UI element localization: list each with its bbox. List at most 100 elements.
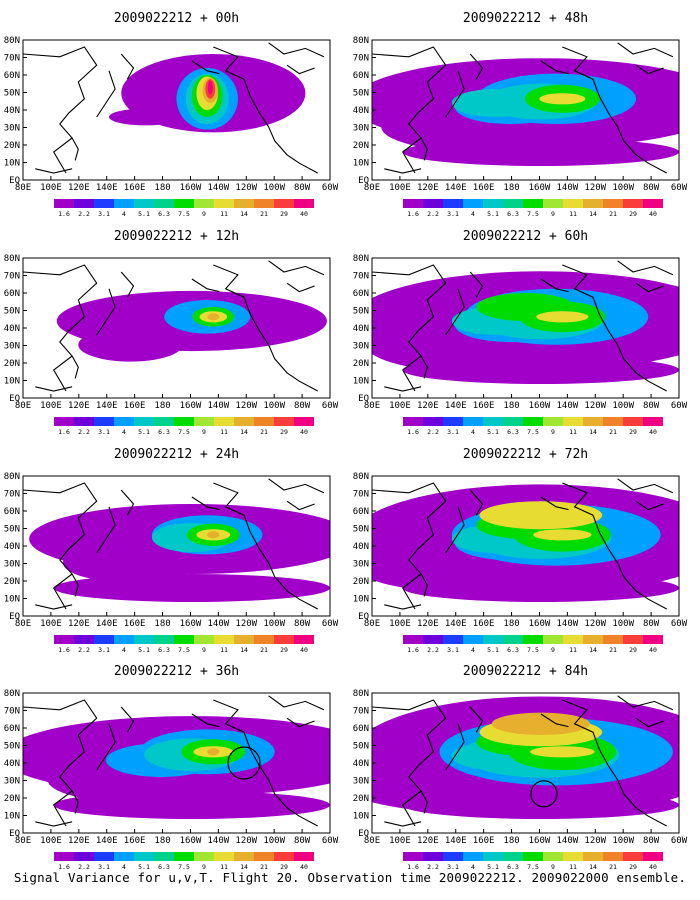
coastline	[23, 42, 325, 174]
colorbar-label: 9	[202, 210, 206, 218]
lon-tick-label: 180	[503, 401, 519, 411]
colorbar-swatch	[74, 199, 94, 208]
colorbar-swatch	[234, 417, 254, 426]
colorbar-label: 5.1	[487, 863, 499, 871]
colorbar-swatch	[643, 199, 663, 208]
lon-tick-label: 120E	[417, 401, 439, 411]
lat-tick-label: 40N	[353, 106, 369, 116]
colorbar-swatch	[523, 199, 543, 208]
colorbar-label: 7.5	[527, 428, 539, 436]
colorbar-label: 7.5	[178, 863, 190, 871]
lon-tick-label: 100E	[389, 836, 411, 846]
colorbar-label: 6.3	[507, 646, 519, 654]
variance-contour	[207, 748, 220, 756]
colorbar-label: 6.3	[158, 863, 170, 871]
colorbar-label: 14	[589, 428, 597, 436]
variance-contour	[108, 108, 183, 126]
lon-tick-label: 80E	[364, 401, 380, 411]
colorbar-label: 7.5	[178, 428, 190, 436]
colorbar-swatch	[154, 417, 174, 426]
variance-field	[23, 258, 330, 398]
variance-contour	[402, 356, 679, 384]
panel-title: 2009022212 + 00h	[114, 11, 239, 26]
variance-contour	[533, 529, 592, 541]
lat-tick-label: 10N	[4, 812, 20, 822]
colorbar-swatch	[54, 635, 74, 644]
colorbar-swatch	[194, 852, 214, 861]
colorbar-swatch	[294, 199, 314, 208]
colorbar-label: 7.5	[178, 646, 190, 654]
lat-tick-label: 20N	[353, 577, 369, 587]
lon-tick-label: 60W	[671, 619, 688, 629]
colorbar-label: 4	[122, 428, 126, 436]
colorbar-swatch	[234, 635, 254, 644]
lat-tick-label: EQ	[9, 176, 20, 186]
colorbar-swatch	[194, 635, 214, 644]
lon-tick-label: 140E	[445, 401, 467, 411]
lon-tick-label: 160E	[124, 401, 146, 411]
lon-tick-label: 140E	[445, 183, 467, 193]
lat-tick-label: 50N	[4, 307, 20, 317]
colorbar-label: 14	[240, 646, 248, 654]
colorbar-swatch	[603, 852, 623, 861]
colorbar-swatch	[134, 199, 154, 208]
colorbar-label: 11	[569, 863, 577, 871]
lat-tick-label: 50N	[353, 742, 369, 752]
colorbar-swatch	[114, 635, 134, 644]
lon-tick-label: 100W	[612, 836, 634, 846]
lat-tick-label: 40N	[4, 106, 20, 116]
lon-tick-label: 140W	[557, 401, 579, 411]
coastline	[372, 260, 674, 392]
colorbar: 1.6 2.2 3.1 4 5.1 6.3 7.5 9 11 14 21 29 40	[54, 852, 314, 871]
colorbar-label: 4	[122, 863, 126, 871]
lon-tick-label: 100W	[263, 401, 285, 411]
lon-tick-label: 100W	[612, 619, 634, 629]
colorbar-label: 3.1	[447, 210, 459, 218]
colorbar-swatch	[114, 417, 134, 426]
variance-contour	[53, 791, 330, 819]
colorbar-swatch	[214, 199, 234, 208]
map-panel-36h: 2009022212 + 36h 80N 70N 60N 50N 40N 30N 20N 10N…	[4, 664, 339, 871]
colorbar-swatch	[134, 852, 154, 861]
lat-tick-label: EQ	[9, 829, 20, 839]
colorbar-label: 40	[300, 210, 308, 218]
colorbar-swatch	[623, 199, 643, 208]
lon-tick-label: 160W	[180, 401, 202, 411]
lon-tick-label: 100E	[389, 401, 411, 411]
colorbar-label: 29	[629, 863, 637, 871]
colorbar: 1.6 2.2 3.1 4 5.1 6.3 7.5 9 11 14 21 29 40	[403, 417, 663, 436]
lon-tick-label: 100W	[612, 401, 634, 411]
colorbar-swatch	[254, 417, 274, 426]
lat-tick-label: 80N	[353, 254, 369, 264]
lat-tick-label: 40N	[353, 542, 369, 552]
colorbar-label: 9	[202, 428, 206, 436]
lat-tick-label: 10N	[353, 812, 369, 822]
colorbar-label: 14	[589, 646, 597, 654]
lat-tick-label: 60N	[353, 289, 369, 299]
panel-title: 2009022212 + 24h	[114, 447, 239, 462]
lat-tick-label: 20N	[353, 141, 369, 151]
colorbar: 1.6 2.2 3.1 4 5.1 6.3 7.5 9 11 14 21 29 40	[54, 199, 314, 218]
variance-contour	[479, 501, 603, 530]
lat-tick-label: 50N	[353, 89, 369, 99]
lat-tick-label: 10N	[353, 159, 369, 169]
colorbar-swatch	[214, 635, 234, 644]
colorbar-label: 1.6	[58, 210, 70, 218]
lon-tick-label: 140E	[445, 619, 467, 629]
variance-field	[372, 476, 679, 616]
colorbar-label: 2.2	[427, 210, 439, 218]
lat-tick-label: 40N	[353, 759, 369, 769]
panel-title: 2009022212 + 84h	[463, 664, 588, 679]
colorbar-swatch	[254, 199, 274, 208]
colorbar-label: 2.2	[78, 428, 90, 436]
lon-tick-label: 120E	[417, 619, 439, 629]
lat-tick-label: EQ	[358, 829, 369, 839]
colorbar-label: 3.1	[98, 428, 110, 436]
lat-tick-label: 10N	[353, 595, 369, 605]
colorbar-label: 7.5	[178, 210, 190, 218]
colorbar-swatch	[94, 852, 114, 861]
lon-tick-label: 60W	[671, 836, 688, 846]
colorbar-swatch	[623, 852, 643, 861]
lon-tick-label: 140E	[96, 401, 118, 411]
lon-tick-label: 180	[503, 619, 519, 629]
